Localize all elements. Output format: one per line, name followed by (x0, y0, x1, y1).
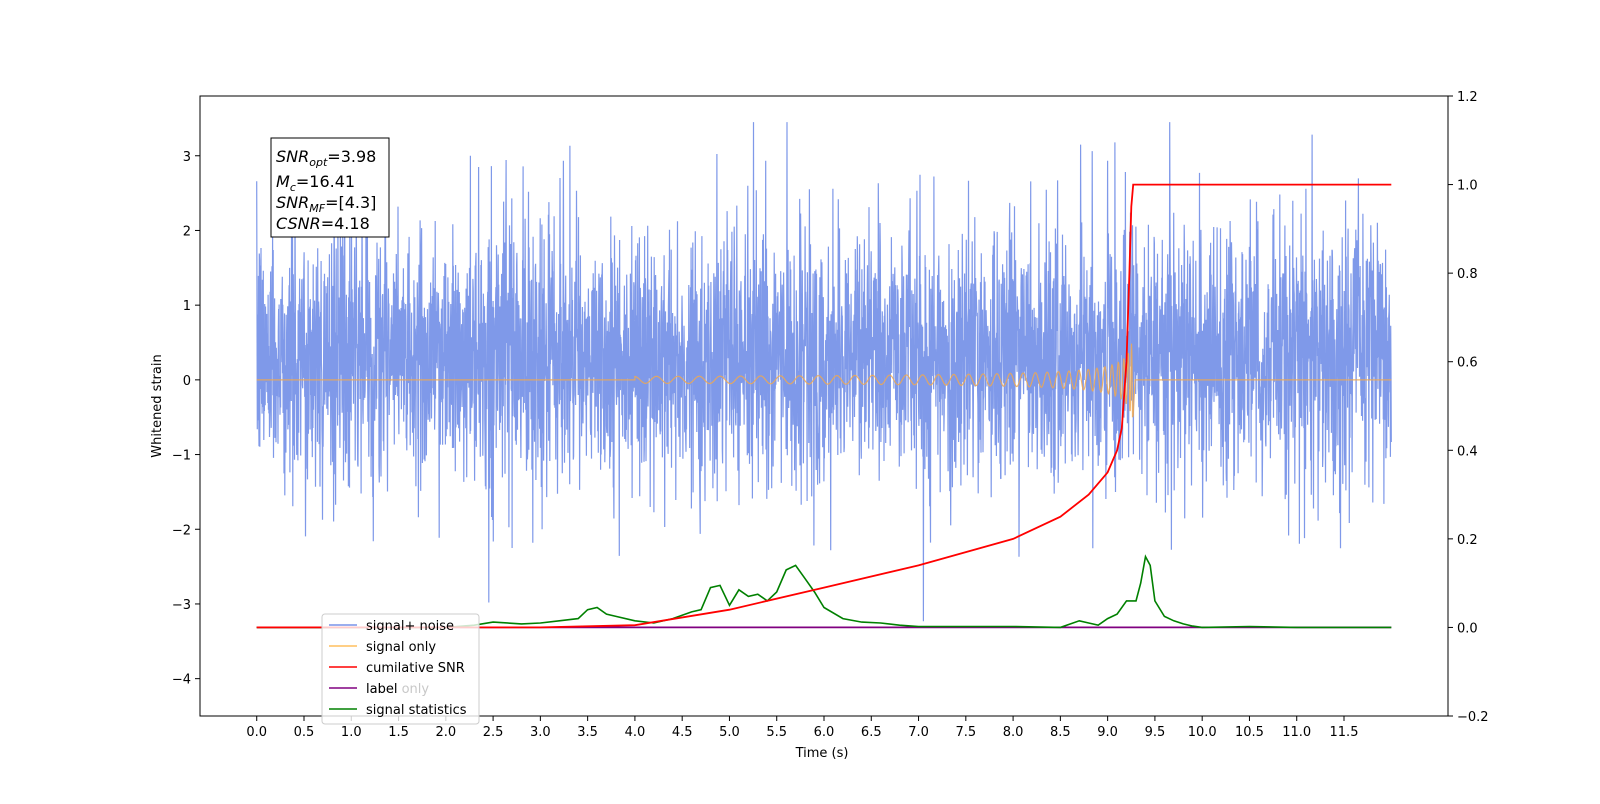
annotation-frame (270, 137, 390, 238)
y-axis-label: Whitened strain (150, 354, 165, 457)
x-tick-label: 10.5 (1235, 725, 1264, 740)
legend-entry-cumulative-snr: cumilative SNR (329, 661, 465, 676)
x-tick-label: 2.0 (435, 725, 456, 740)
legend-entry-signal-statistics: signal statistics (329, 703, 467, 718)
annotation-csnr: CSNR=4.18 (276, 214, 370, 233)
legend-entry-signal-plus-noise: signal+ noise (329, 619, 454, 634)
x-tick-label: 4.5 (672, 725, 693, 740)
legend-label-signal-plus-noise: signal+ noise (366, 619, 454, 634)
series-signal-only (256, 343, 1392, 418)
series-signal-plus-noise (256, 122, 1392, 622)
y-tick-label: −4 (172, 673, 191, 688)
y2-tick-label: 1.2 (1457, 90, 1478, 105)
annotation-box: SNRopt=3.98 Mc=16.41 SNRMF=[4.3] CSNR=4.… (270, 137, 390, 238)
x-tick-label: 5.5 (766, 725, 787, 740)
x-axis-ticks: 0.0 0.5 1.0 1.5 2.0 2.5 3.0 3.5 4.0 4.5 5.0 5.5 6.0 6… (246, 716, 1358, 740)
x-tick-label: 3.5 (577, 725, 598, 740)
y-tick-label: 2 (183, 224, 191, 239)
x-tick-label: 8.0 (1003, 725, 1024, 740)
y2-axis-ticks: 1.2 1.0 0.8 0.6 0.4 0.2 0.0 −0.2 (1448, 90, 1489, 725)
y2-tick-label: 0.4 (1457, 444, 1478, 459)
x-tick-label: 10.0 (1188, 725, 1217, 740)
y-tick-label: 3 (183, 150, 191, 165)
x-tick-label: 6.0 (814, 725, 835, 740)
y-axis-ticks: 3 2 1 0 −1 −2 −3 −4 (172, 150, 200, 688)
legend-label-label-only: label only (366, 682, 429, 697)
x-tick-label: 1.5 (388, 725, 409, 740)
annotation-chirp-mass: Mc=16.41 (276, 172, 355, 194)
legend-entry-label: label only label (329, 682, 429, 697)
x-tick-label: 2.5 (483, 725, 504, 740)
signal-plus-noise-line (256, 122, 1392, 622)
y2-tick-label: −0.2 (1457, 710, 1489, 725)
y2-tick-label: 0.6 (1457, 356, 1478, 371)
x-tick-label: 11.0 (1282, 725, 1311, 740)
y-tick-label: −2 (172, 523, 191, 538)
x-tick-label: 0.5 (294, 725, 315, 740)
legend-entry-signal-only: signal only (329, 640, 436, 655)
x-tick-label: 5.0 (719, 725, 740, 740)
y-tick-label: −3 (172, 598, 191, 613)
x-tick-label: 9.5 (1145, 725, 1166, 740)
x-tick-label: 7.0 (908, 725, 929, 740)
y2-tick-label: 0.2 (1457, 533, 1478, 548)
x-axis-label: Time (s) (795, 746, 849, 761)
annotation-snr-mf: SNRMF=[4.3] (276, 193, 376, 215)
series-cumulative-snr (256, 183, 1392, 629)
y-tick-label: 1 (183, 299, 191, 314)
legend-label-label: label (366, 682, 397, 697)
y-tick-label: 0 (183, 374, 191, 389)
y-tick-label: −1 (172, 449, 191, 464)
signal-only-line (256, 343, 1392, 418)
x-tick-label: 9.0 (1097, 725, 1118, 740)
x-tick-label: 7.5 (955, 725, 976, 740)
x-tick-label: 8.5 (1050, 725, 1071, 740)
x-tick-label: 3.0 (530, 725, 551, 740)
signal-statistics-line (256, 554, 1392, 629)
annotation-snr-opt: SNRopt=3.98 (276, 147, 376, 169)
legend-label-cumulative-snr: cumilative SNR (366, 661, 465, 676)
cumulative-snr-line (256, 183, 1392, 629)
legend-frame (321, 613, 480, 725)
legend-label-signal-statistics: signal statistics (366, 703, 467, 718)
legend: signal+ noise signal only cumilative SNR… (321, 613, 480, 725)
x-tick-label: 11.5 (1330, 725, 1359, 740)
x-tick-label: 1.0 (341, 725, 362, 740)
series-signal-statistics (256, 554, 1392, 629)
x-tick-label: 6.5 (861, 725, 882, 740)
legend-label-signal-only: signal only (366, 640, 436, 655)
x-tick-label: 0.0 (246, 725, 267, 740)
y2-tick-label: 1.0 (1457, 179, 1478, 194)
y2-tick-label: 0.0 (1457, 621, 1478, 636)
x-tick-label: 4.0 (625, 725, 646, 740)
y2-tick-label: 0.8 (1457, 267, 1478, 282)
